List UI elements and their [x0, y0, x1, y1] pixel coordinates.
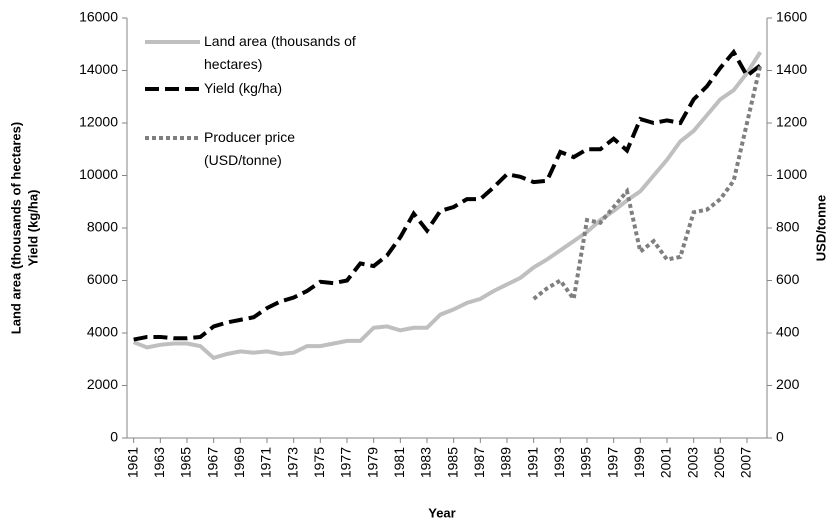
- y-tick-label: 14000: [79, 61, 118, 77]
- x-tick-label: 1977: [338, 447, 354, 478]
- x-tick-label: 1963: [151, 447, 167, 478]
- y2-tick-label: 200: [776, 376, 800, 392]
- legend-entry: Land area (thousands of hectares): [204, 33, 356, 72]
- x-tick-label: 1973: [284, 447, 300, 478]
- y2-tick-label: 800: [776, 219, 800, 235]
- y-tick-label: 16000: [79, 9, 118, 25]
- legend-label: Yield (kg/ha): [204, 80, 283, 96]
- y2-axis-title: USD/tonne: [813, 195, 828, 261]
- x-tick-label: 1997: [604, 447, 620, 478]
- x-tick-label: 1999: [631, 447, 647, 478]
- x-tick-label: 1983: [418, 447, 434, 478]
- x-tick-label: 1969: [231, 447, 247, 478]
- y2-tick-label: 1600: [776, 9, 807, 25]
- x-tick-label: 1981: [391, 447, 407, 478]
- legend-entry: Producer price (USD/tonne): [204, 129, 296, 168]
- legend-label: Land area (thousands of hectares): [204, 33, 356, 72]
- series-line: [132, 51, 763, 361]
- legend-label: Producer price (USD/tonne): [204, 129, 296, 168]
- y-tick-label: 12000: [79, 114, 118, 130]
- y2-tick-label: 600: [776, 271, 800, 287]
- y-axis-title: Yield (kg/ha): [25, 190, 40, 267]
- x-tick-label: 2005: [711, 447, 727, 478]
- series-line: [133, 48, 762, 342]
- y2-tick-label: 1200: [776, 114, 807, 130]
- x-tick-label: 1991: [524, 447, 540, 478]
- y2-tick-label: 0: [776, 429, 784, 445]
- x-tick-label: 2007: [738, 447, 754, 478]
- y2-tick-label: 1400: [776, 61, 807, 77]
- y-tick-label: 2000: [87, 376, 118, 392]
- legend-entry: Yield (kg/ha): [204, 80, 283, 96]
- y2-tick-label: 400: [776, 324, 800, 340]
- y-tick-label: 6000: [87, 271, 118, 287]
- x-tick-label: 1979: [364, 447, 380, 478]
- x-axis-title: Year: [428, 505, 455, 520]
- x-tick-label: 1989: [498, 447, 514, 478]
- x-tick-label: 2001: [658, 447, 674, 478]
- x-tick-label: 2003: [684, 447, 700, 478]
- series-line: [532, 64, 763, 304]
- y-tick-label: 8000: [87, 219, 118, 235]
- y-tick-label: 4000: [87, 324, 118, 340]
- y-axis-title: Land area (thousands of hectares): [8, 122, 23, 334]
- x-tick-label: 1965: [178, 447, 194, 478]
- x-tick-label: 1971: [258, 447, 274, 478]
- y-tick-label: 0: [110, 429, 118, 445]
- x-tick-label: 1987: [471, 447, 487, 478]
- x-tick-label: 1993: [551, 447, 567, 478]
- y2-tick-label: 1000: [776, 166, 807, 182]
- y-tick-label: 10000: [79, 166, 118, 182]
- x-tick-label: 1985: [444, 447, 460, 478]
- x-tick-label: 1967: [204, 447, 220, 478]
- x-tick-label: 1961: [124, 447, 140, 478]
- x-tick-label: 1975: [311, 447, 327, 478]
- x-tick-label: 1995: [578, 447, 594, 478]
